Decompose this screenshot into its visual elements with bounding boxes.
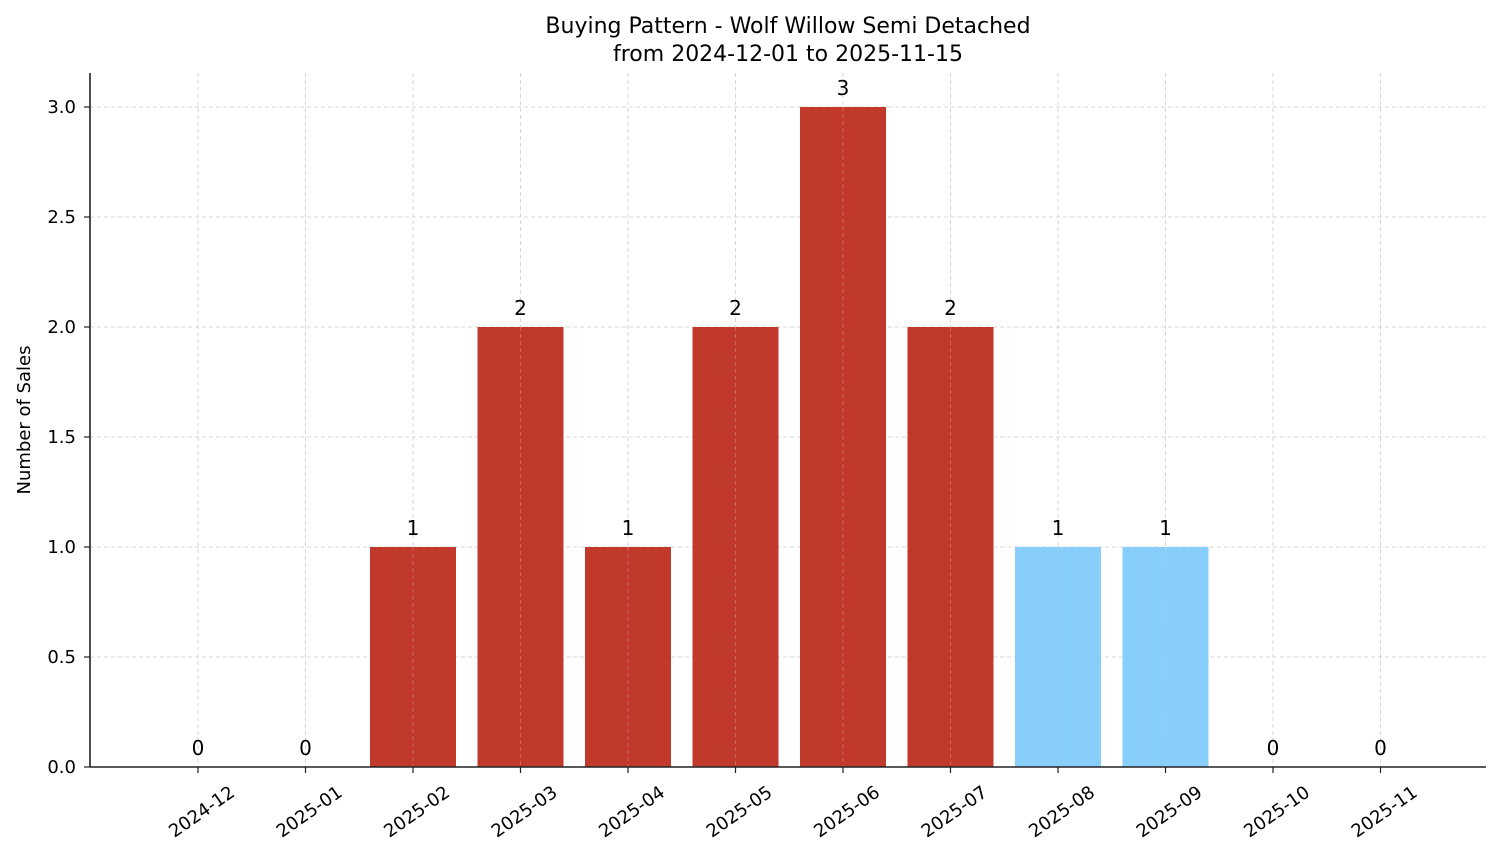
bar-2025-05 (692, 327, 779, 767)
y-tick-label: 1.5 (47, 427, 76, 448)
x-tick-label: 2025-01 (273, 782, 347, 842)
bar-value-label: 1 (1159, 516, 1172, 540)
bar-value-label: 0 (1374, 736, 1387, 760)
grid-lines (90, 73, 1486, 767)
bar-2025-02 (370, 547, 456, 767)
bars: 0 0 1 2 1 2 3 2 1 1 0 0 (192, 76, 1387, 767)
x-tick-label: 2025-11 (1348, 782, 1422, 842)
x-tick-label: 2025-08 (1025, 782, 1099, 842)
chart-subtitle: from 2024-12-01 to 2025-11-15 (613, 42, 963, 67)
x-tick-label: 2025-02 (380, 782, 454, 842)
bar-value-label: 2 (514, 296, 527, 320)
x-tick-label: 2025-03 (488, 782, 562, 842)
y-ticks: 0.0 0.5 1.0 1.5 2.0 2.5 3.0 (47, 97, 90, 778)
bar-value-label: 3 (837, 76, 850, 100)
x-tick-label: 2025-09 (1133, 782, 1207, 842)
x-tick-label: 2024-12 (165, 782, 239, 842)
axes (89, 73, 1486, 768)
bar-2025-07 (907, 327, 994, 767)
bar-2025-04 (585, 547, 671, 767)
bar-value-label: 1 (622, 516, 635, 540)
bar-value-label: 0 (192, 736, 205, 760)
bar-2025-09 (1122, 547, 1209, 767)
x-tick-label: 2025-05 (703, 782, 777, 842)
bar-value-label: 0 (299, 736, 312, 760)
y-tick-label: 1.0 (47, 537, 76, 558)
bar-value-label: 2 (944, 296, 957, 320)
y-tick-label: 2.0 (47, 317, 76, 338)
x-tick-label: 2025-07 (918, 782, 992, 842)
bar-value-label: 0 (1267, 736, 1280, 760)
x-ticks: 2024-12 2025-01 2025-02 2025-03 2025-04 2025-… (165, 767, 1421, 842)
y-axis-label: Number of Sales (14, 345, 35, 494)
bar-value-label: 1 (1052, 516, 1065, 540)
y-tick-label: 0.5 (47, 647, 76, 668)
x-tick-label: 2025-06 (810, 782, 884, 842)
y-tick-label: 0.0 (47, 757, 76, 778)
bar-2025-03 (477, 327, 564, 767)
y-tick-label: 2.5 (47, 207, 76, 228)
y-tick-label: 3.0 (47, 97, 76, 118)
bar-value-label: 2 (729, 296, 742, 320)
x-tick-label: 2025-04 (595, 782, 669, 842)
x-tick-label: 2025-10 (1240, 782, 1314, 842)
bar-2025-08 (1015, 547, 1101, 767)
chart-title: Buying Pattern - Wolf Willow Semi Detach… (545, 14, 1030, 39)
bar-value-label: 1 (407, 516, 420, 540)
bar-2025-06 (800, 107, 886, 767)
